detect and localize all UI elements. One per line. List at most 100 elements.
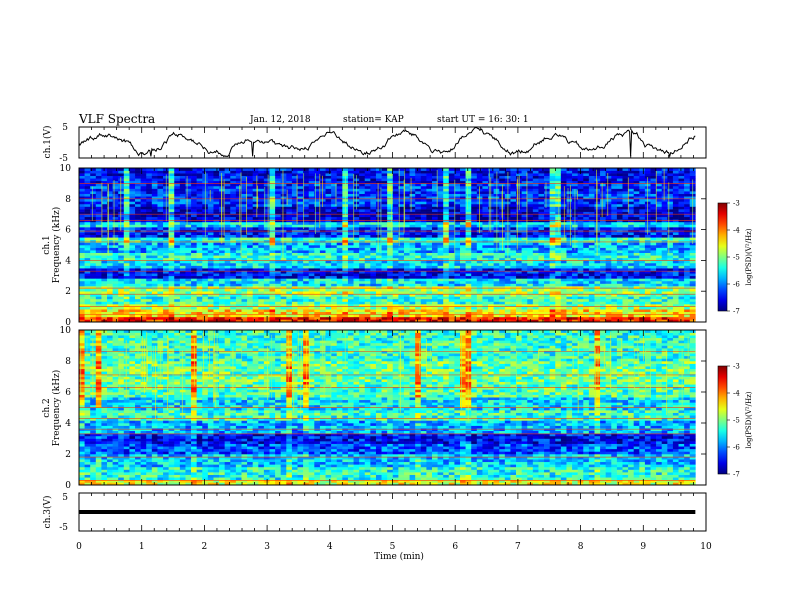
spectrogram-cell xyxy=(185,183,192,187)
spectrogram-cell xyxy=(476,316,483,320)
spectrogram-cell xyxy=(241,201,248,205)
spectrogram-cell xyxy=(101,219,108,223)
spectrogram-cell xyxy=(123,214,130,218)
spectrogram-cell xyxy=(280,304,287,307)
spectrogram-cell xyxy=(510,221,517,225)
spectrogram-cell xyxy=(213,224,220,228)
spectrogram-cell xyxy=(135,311,141,315)
spectrogram-cell xyxy=(426,193,433,197)
spectrogram-cell xyxy=(123,309,130,313)
spectrogram-cell xyxy=(202,252,209,256)
spectrogram-cell xyxy=(454,304,461,307)
spectrogram-cell xyxy=(123,288,130,292)
spectrogram-cell xyxy=(375,232,382,236)
spectrogram-cell xyxy=(314,237,321,241)
spectrogram-cell xyxy=(370,188,377,192)
spectrogram-cell xyxy=(196,193,203,197)
spectrogram-cell xyxy=(420,250,427,253)
spectrogram-cell xyxy=(179,316,186,320)
spectrogram-cell xyxy=(471,219,478,223)
spectrogram-cell xyxy=(196,201,203,205)
spectrogram-cell xyxy=(516,291,522,295)
spectrogram-cell xyxy=(258,196,265,200)
spectrogram-cell xyxy=(359,278,366,282)
spectrogram-cell xyxy=(219,283,225,287)
spectrogram-cell xyxy=(527,296,534,300)
spectrogram-cell xyxy=(331,214,338,218)
spectrogram-cell xyxy=(230,237,237,241)
spectrogram-cell xyxy=(510,206,517,210)
spectrogram-cell xyxy=(297,193,304,197)
spectrogram-cell xyxy=(269,311,276,315)
spectrogram-cell xyxy=(247,301,253,305)
spectrogram-cell xyxy=(90,278,97,282)
spectrogram-cell xyxy=(241,298,248,302)
spectrogram-cell xyxy=(403,188,410,192)
spectrogram-cell xyxy=(353,232,360,236)
spectrogram-cell xyxy=(532,316,539,320)
spectrogram-cell xyxy=(426,227,433,230)
spectrogram-cell xyxy=(454,306,461,310)
spectrogram-cell xyxy=(252,283,259,287)
spectrogram-cell xyxy=(499,257,506,261)
spectrogram-cell xyxy=(521,224,528,228)
spectrogram-cell xyxy=(443,304,450,307)
spectrogram-cell xyxy=(112,203,119,207)
spectrogram-cell xyxy=(151,216,158,220)
spectrogram-cell xyxy=(151,203,158,207)
spectrogram-cell xyxy=(353,288,360,292)
spectrogram-cell xyxy=(185,191,192,194)
spectrogram-cell xyxy=(387,201,394,205)
spectrogram-cell xyxy=(403,293,410,297)
spectrogram-cell xyxy=(129,206,136,210)
spectrogram-cell xyxy=(465,257,472,261)
spectrogram-cell xyxy=(241,316,248,320)
spectrogram-cell xyxy=(146,216,153,220)
spectrogram-cell xyxy=(325,180,332,184)
spectrogram-cell xyxy=(409,183,416,187)
spectrogram-cell xyxy=(336,262,343,266)
spectrogram-cell xyxy=(353,306,360,310)
spectrogram-cell xyxy=(471,291,478,295)
spectrogram-cell xyxy=(331,245,338,248)
spectrogram-cell xyxy=(331,260,338,264)
spectrogram-cell xyxy=(95,219,102,223)
spectrogram-cell xyxy=(387,250,394,253)
spectrogram-cell xyxy=(230,242,237,246)
spectrogram-cell xyxy=(359,180,366,184)
spectrogram-cell xyxy=(140,314,147,318)
spectrogram-cell xyxy=(387,198,394,202)
spectrogram-cell xyxy=(174,286,181,289)
spectrogram-cell xyxy=(297,314,304,318)
spectrogram-cell xyxy=(336,293,343,297)
spectrogram-cell xyxy=(247,255,253,259)
spectrogram-cell xyxy=(308,311,315,315)
spectrogram-cell xyxy=(95,250,102,253)
spectrogram-cell xyxy=(235,237,242,241)
spectrogram-cell xyxy=(359,293,366,297)
spectrogram-cell xyxy=(163,301,169,305)
spectrogram-cell xyxy=(286,280,293,284)
spectrogram-cell xyxy=(219,250,225,253)
spectrogram-cell xyxy=(415,316,422,320)
spectrogram-cell xyxy=(432,250,438,253)
spectrogram-cell xyxy=(465,239,472,243)
spectrogram-cell xyxy=(465,183,472,187)
spectrogram-cell xyxy=(426,273,433,277)
spectrogram-cell xyxy=(499,173,506,176)
spectrogram-cell xyxy=(432,191,438,194)
spectrogram-cell xyxy=(432,319,438,323)
spectrogram-cell xyxy=(504,286,511,289)
spectrogram-cell xyxy=(493,288,500,292)
spectrogram-cell xyxy=(488,268,494,271)
spectrogram-cell xyxy=(521,314,528,318)
spectrogram-cell xyxy=(437,270,444,274)
spectrogram-cell xyxy=(202,273,209,277)
spectrogram-cell xyxy=(151,173,158,176)
spectrogram-cell xyxy=(90,247,97,251)
spectrogram-cell xyxy=(118,175,125,179)
spectrogram-cell xyxy=(375,219,382,223)
spectrogram-cell xyxy=(213,211,220,215)
spectrogram-cell xyxy=(174,268,181,271)
